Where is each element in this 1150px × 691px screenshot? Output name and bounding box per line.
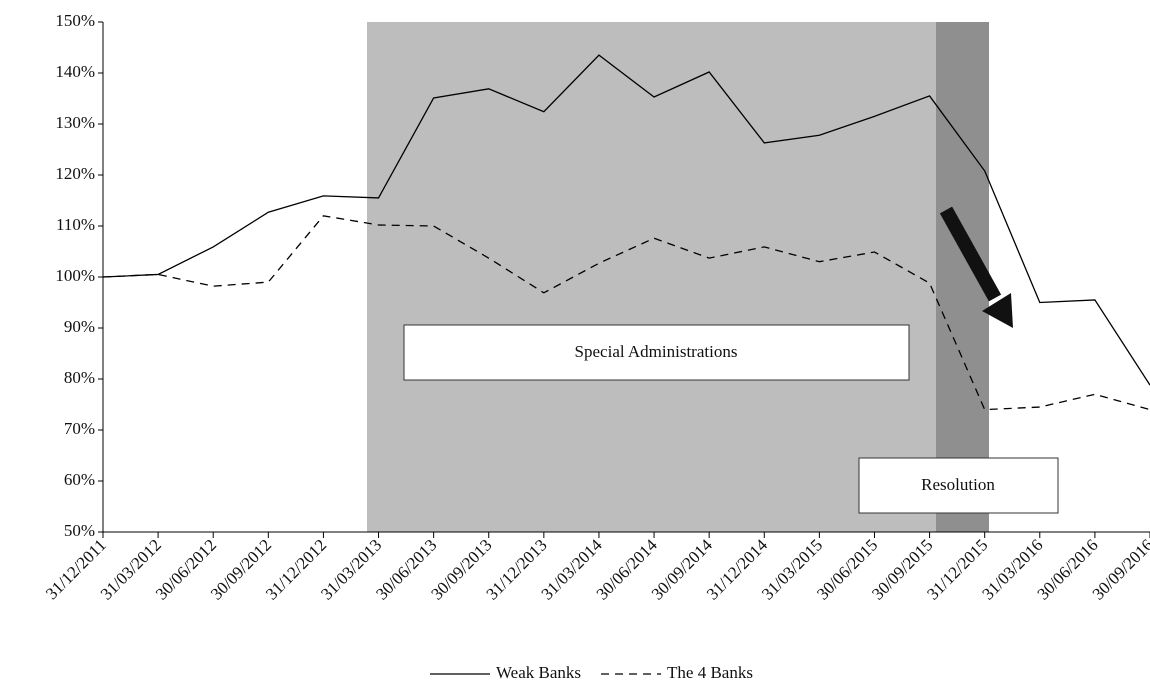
y-tick-label: 70% xyxy=(64,419,95,438)
series-line xyxy=(102,54,1150,386)
y-tick-label: 120% xyxy=(55,164,95,183)
legend-label: The 4 Banks xyxy=(667,663,753,682)
y-tick-label: 140% xyxy=(55,62,95,81)
y-tick-label: 80% xyxy=(64,368,95,387)
annotation: Special Administrations xyxy=(575,342,738,361)
y-tick-label: 90% xyxy=(64,317,95,336)
annotation-box xyxy=(403,324,910,381)
y-tick-label: 50% xyxy=(64,521,95,540)
y-tick-label: 110% xyxy=(56,215,95,234)
legend-label: Weak Banks xyxy=(496,663,581,682)
y-tick-label: 60% xyxy=(64,470,95,489)
annotation: Resolution xyxy=(921,475,995,494)
y-tick-label: 150% xyxy=(55,11,95,30)
y-tick-label: 130% xyxy=(55,113,95,132)
annotation-box xyxy=(858,457,1059,514)
y-tick-label: 100% xyxy=(55,266,95,285)
special-administrations-period xyxy=(367,22,936,532)
arrow xyxy=(939,206,1013,328)
